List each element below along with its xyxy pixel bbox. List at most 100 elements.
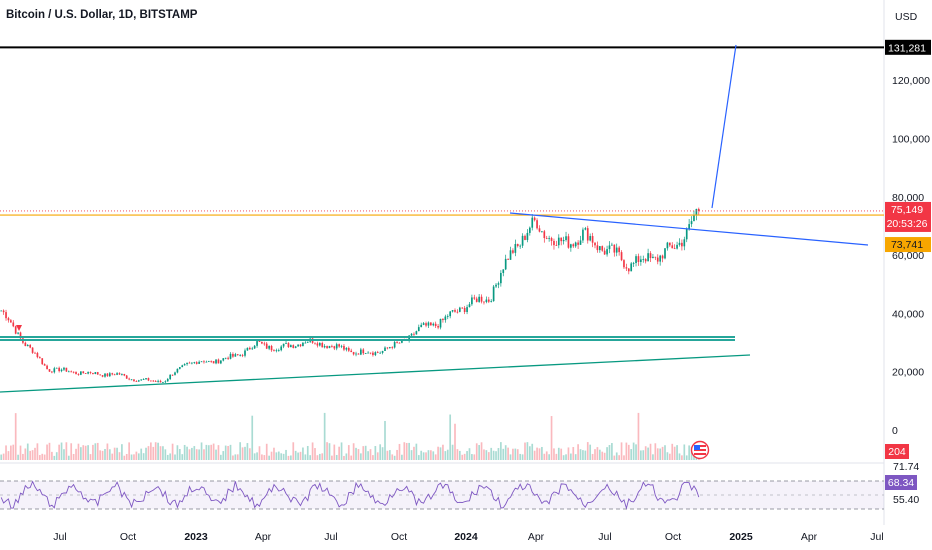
volume-bar bbox=[306, 445, 309, 460]
candle-body bbox=[384, 347, 386, 352]
x-tick-label: 2025 bbox=[729, 531, 753, 543]
candle-body bbox=[681, 242, 683, 247]
blue-descending-trendline[interactable] bbox=[509, 212, 869, 246]
green-trendline[interactable] bbox=[0, 354, 751, 393]
candle-body bbox=[490, 301, 493, 302]
volume-bar bbox=[562, 455, 565, 460]
candle-body bbox=[570, 244, 572, 248]
candle-body bbox=[121, 373, 123, 375]
candle-body bbox=[188, 362, 191, 364]
candle-body bbox=[87, 372, 89, 374]
volume-bar bbox=[234, 454, 237, 460]
volume-bar bbox=[7, 451, 10, 460]
candle-countdown: 20:53:26 bbox=[887, 218, 928, 230]
candle-body bbox=[572, 244, 575, 247]
volume-bar bbox=[410, 450, 413, 460]
candle-body bbox=[388, 347, 391, 349]
candle-body bbox=[171, 374, 174, 376]
volume-bar bbox=[475, 443, 478, 460]
volume-bar bbox=[60, 442, 63, 460]
candle-body bbox=[591, 236, 594, 243]
candle-body bbox=[386, 347, 389, 349]
volume-bar bbox=[65, 442, 68, 460]
candle-body bbox=[323, 346, 326, 348]
y-axis[interactable]: 0 20,000 40,000 60,000 80,000 100,000 120,000 bbox=[892, 75, 930, 437]
volume-bar bbox=[22, 453, 24, 460]
candle-body bbox=[207, 360, 210, 362]
volume-bar bbox=[10, 445, 12, 460]
volume-bar bbox=[565, 454, 567, 460]
volume-bar bbox=[381, 447, 384, 460]
candle-body bbox=[531, 217, 534, 228]
volume-bar bbox=[555, 453, 558, 460]
volume-bar bbox=[463, 453, 466, 460]
x-axis[interactable]: Jul Oct 2023 Apr Jul Oct 2024 Apr Jul Oct 2025 Apr J… bbox=[53, 531, 883, 543]
volume-bar bbox=[652, 454, 654, 460]
volume-bar bbox=[48, 442, 51, 460]
blue-projection-line[interactable] bbox=[711, 44, 737, 209]
candle-body bbox=[340, 345, 343, 347]
candle-body bbox=[282, 343, 285, 347]
candle-body bbox=[256, 341, 258, 346]
candle-body bbox=[526, 232, 529, 240]
volume-bar bbox=[224, 445, 227, 460]
volume-bar bbox=[654, 443, 657, 460]
volume-bar bbox=[620, 442, 623, 460]
candle-body bbox=[509, 250, 512, 260]
candle-body bbox=[497, 283, 500, 285]
candle-body bbox=[449, 311, 452, 317]
candle-body bbox=[67, 371, 70, 373]
us-flag-icon[interactable] bbox=[690, 440, 710, 460]
candle-body bbox=[318, 342, 321, 346]
candle-body bbox=[26, 345, 29, 347]
volume-bar bbox=[430, 450, 432, 460]
x-tick-label: 2024 bbox=[454, 531, 478, 543]
volume-bar bbox=[321, 453, 324, 460]
volume-bar bbox=[352, 443, 355, 460]
volume-bar bbox=[183, 444, 186, 460]
volume-bar bbox=[671, 443, 674, 460]
candle-body bbox=[473, 297, 476, 299]
candle-body bbox=[454, 310, 456, 312]
candle-body bbox=[521, 235, 524, 246]
candle-body bbox=[297, 344, 299, 347]
volume-bar bbox=[297, 452, 299, 460]
volume-bar bbox=[12, 444, 15, 460]
currency-label[interactable]: USD bbox=[895, 11, 918, 23]
volume-bar bbox=[603, 452, 606, 460]
candle-body bbox=[265, 343, 268, 349]
candle-body bbox=[695, 208, 698, 216]
candle-body bbox=[251, 348, 254, 350]
candle-body bbox=[379, 352, 382, 354]
candle-body bbox=[656, 257, 659, 262]
volume-bar bbox=[80, 447, 82, 460]
volume-bar bbox=[538, 448, 541, 460]
candle-body bbox=[304, 342, 307, 344]
candle-body bbox=[586, 228, 589, 241]
volume-bar bbox=[96, 442, 99, 460]
volume-bar bbox=[589, 444, 592, 460]
candle-body bbox=[314, 342, 316, 344]
candle-body bbox=[51, 371, 53, 373]
volume-bar bbox=[345, 453, 348, 460]
rsi-value: 68.34 bbox=[888, 477, 914, 489]
volume-bar bbox=[415, 443, 418, 460]
candle-body bbox=[413, 333, 415, 335]
candle-body bbox=[89, 372, 92, 373]
volume-bar bbox=[193, 446, 196, 460]
volume-bar bbox=[519, 453, 522, 460]
candle-body bbox=[516, 244, 519, 247]
volume-bar bbox=[113, 447, 116, 460]
volume-bar bbox=[292, 442, 295, 460]
candle-body bbox=[82, 371, 85, 374]
volume-bar bbox=[685, 455, 688, 460]
candle-body bbox=[343, 345, 345, 350]
volume-bar bbox=[290, 455, 292, 460]
volume-bar bbox=[142, 453, 145, 460]
candle-body bbox=[234, 354, 237, 357]
candle-body bbox=[191, 362, 193, 364]
candle-body bbox=[111, 373, 114, 375]
volume-bar bbox=[640, 450, 642, 460]
volume-bar bbox=[644, 446, 647, 460]
